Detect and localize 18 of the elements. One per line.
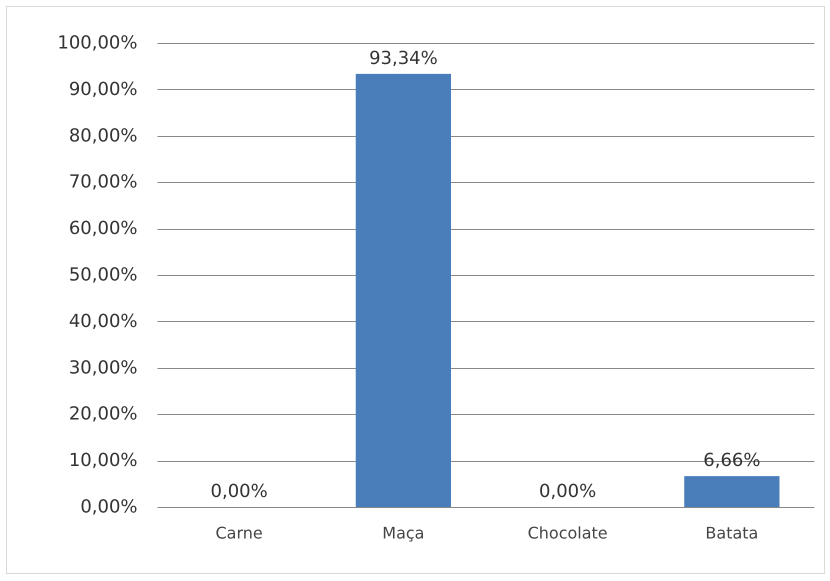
x-tick-label: Batata (705, 524, 758, 542)
data-label: 0,00% (210, 481, 268, 502)
y-tick-label: 70,00% (68, 172, 138, 193)
y-tick-label: 0,00% (80, 496, 138, 518)
x-tick-label: Maça (382, 524, 424, 542)
y-tick-label: 50,00% (68, 264, 138, 286)
y-tick-label: 10,00% (68, 450, 138, 472)
y-tick-label: 20,00% (68, 404, 138, 425)
y-tick-label: 90,00% (68, 78, 138, 100)
x-tick-label: Chocolate (528, 524, 608, 542)
y-tick-label: 30,00% (68, 357, 138, 378)
y-tick-label: 100,00% (57, 32, 138, 54)
data-label: 0,00% (539, 481, 596, 502)
y-tick-label: 60,00% (68, 218, 138, 240)
y-tick-label: 80,00% (68, 125, 138, 146)
x-tick-label: Carne (215, 524, 263, 542)
y-tick-label: 40,00% (68, 310, 138, 332)
data-label: 93,34% (369, 48, 438, 69)
